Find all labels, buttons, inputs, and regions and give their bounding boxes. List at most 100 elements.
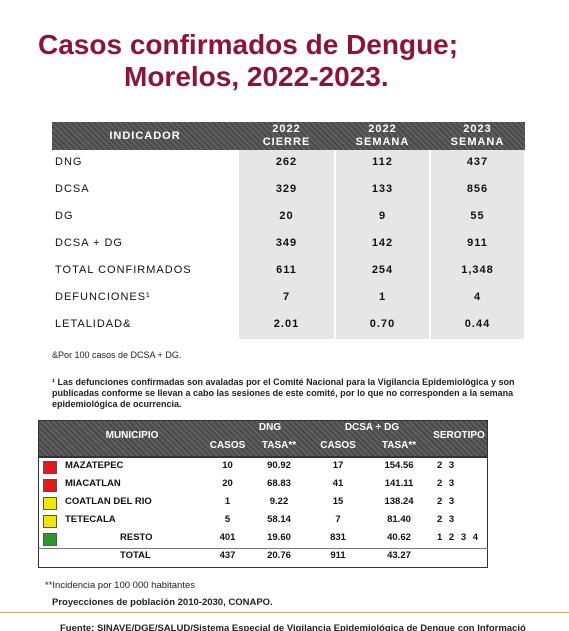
status-square [43,515,57,528]
cell: 1 [224,496,231,507]
cell: 611 [276,264,297,276]
cell: 10 [222,460,233,471]
column-shade [431,150,524,339]
cell: 81.40 [387,514,411,525]
sub-header: TASA** [261,440,297,451]
header-cell: CIERRE [262,136,311,148]
cell: 9.22 [269,496,289,507]
cell: 911 [330,550,346,561]
status-square [43,461,57,474]
header-cell: 2022 [368,123,397,135]
title: Morelos, 2022-2023. [124,61,389,92]
cell: 437 [219,550,236,561]
municipality: TETECALA [65,514,116,525]
municipality: MAZATEPEC [65,460,124,471]
header-cell: 2023 [463,123,492,135]
row-label: DNG [55,156,83,168]
row-label: LETALIDAD& [55,318,132,330]
cell: 43.27 [387,550,411,561]
cell: 7 [282,291,291,303]
cell: 0.70 [369,318,396,330]
cell: 5 [224,514,231,525]
source: Fuente: SINAVE/DGE/SALUD/Sistema Especia… [60,623,526,631]
cell: 1 [378,291,387,303]
cell: 7 [335,514,341,525]
status-square [43,497,57,510]
cell: 4 [473,291,482,303]
row-label: DG [55,210,74,222]
cell: 112 [372,156,393,168]
row-label: DCSA [55,183,90,195]
cell: 141.11 [384,478,414,489]
column-shade [336,150,429,339]
cell: 831 [330,532,346,543]
header-cell: SEMANA [450,136,505,148]
cell: 0.44 [464,318,491,330]
cell: 68.83 [267,478,291,489]
cell: 90.92 [267,460,291,471]
cell: 20.76 [267,550,291,561]
separator [0,612,569,613]
serotype: 2 3 [437,496,455,507]
group-header: DNG [258,422,282,433]
cell: 9 [378,210,387,222]
cell: 401 [219,532,236,543]
cell: 19.60 [267,532,291,543]
sub-header: TASA** [381,440,417,451]
cell: 1,348 [461,264,494,276]
sub-header: CASOS [209,440,246,451]
serotype: 1 2 3 4 [437,532,479,543]
cell: 329 [275,183,298,195]
serotype: 2 3 [437,460,455,471]
cell: 856 [466,183,489,195]
sub-header: CASOS [320,440,356,451]
status-square [43,533,57,546]
note: ¹ Las defunciones confirmadas son avalad… [52,377,515,409]
cell: 254 [371,264,394,276]
header-cell: 2022 [272,123,301,135]
cell: 58.14 [267,514,291,525]
rule [38,456,488,458]
title: Casos confirmados de Dengue; [38,29,459,60]
cell: 133 [371,183,394,195]
group-header: DCSA + DG [344,422,400,433]
municipality: MIACATLAN [65,478,121,489]
cell: 138.24 [384,496,414,507]
table-header-bg [52,122,525,150]
cell: 911 [467,237,488,249]
cell: 41 [332,478,344,489]
group-header: SEROTIPO [433,430,485,441]
footnote: **Incidencia por 100 000 habitantes [45,580,196,591]
cell: 20 [222,478,233,489]
status-square [43,479,57,492]
cell: 15 [332,496,344,507]
cell: 142 [371,237,394,249]
municipality: TOTAL [120,550,151,561]
group-header: MUNICIPIO [105,430,159,441]
cell: 17 [332,460,344,471]
municipality: RESTO [120,532,153,543]
cell: 154.56 [384,460,414,471]
cell: 20 [279,210,294,222]
footnote: Proyecciones de población 2010-2030, CON… [52,597,273,608]
header-cell: INDICADOR [109,130,181,142]
rule [38,548,488,549]
row-label: DCSA + DG [55,237,123,249]
header-cell: SEMANA [355,136,410,148]
cell: 437 [466,156,489,168]
row-label: TOTAL CONFIRMADOS [55,264,192,276]
note: &Por 100 casos de DCSA + DG. [52,350,182,360]
serotype: 2 3 [437,514,455,525]
cell: 349 [275,237,298,249]
column-shade [239,150,334,339]
cell: 262 [275,156,298,168]
cell: 2.01 [273,318,300,330]
municipality: COATLAN DEL RIO [65,496,152,507]
cell: 40.62 [387,532,411,543]
table-border [38,420,488,568]
serotype: 2 3 [437,478,455,489]
row-label: DEFUNCIONES¹ [55,291,151,303]
table-header-bg [38,420,488,456]
cell: 55 [470,210,485,222]
